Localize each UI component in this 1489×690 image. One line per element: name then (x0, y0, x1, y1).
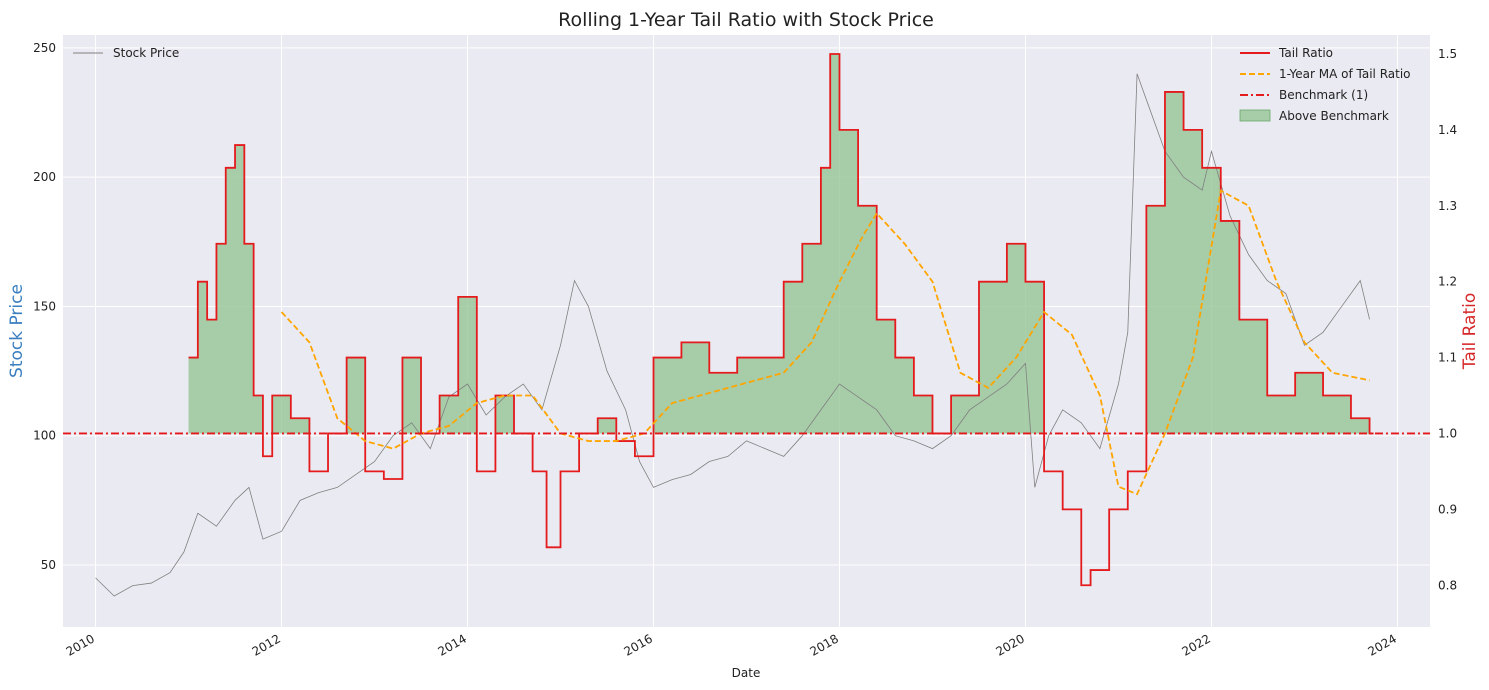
x-tick-label: 2020 (994, 631, 1027, 658)
tail-ratio-series (188, 53, 1374, 587)
x-axis-ticks: 2010 2012 2014 2016 2018 2020 2022 2024 (64, 631, 1399, 658)
tail-ratio-line (188, 53, 1374, 587)
right-tick-label: 1.3 (1438, 199, 1457, 213)
legend-label-ma: 1-Year MA of Tail Ratio (1279, 67, 1411, 81)
right-axis-ticks: 0.8 0.9 1.0 1.1 1.2 1.3 1.4 1.5 (1438, 47, 1457, 592)
ma-line (280, 189, 1370, 496)
stock-price-series (95, 73, 1370, 597)
legend-right: Tail Ratio 1-Year MA of Tail Ratio Bench… (1239, 46, 1411, 123)
right-tick-label: 1.2 (1438, 275, 1457, 289)
legend-label-benchmark: Benchmark (1) (1279, 88, 1368, 102)
x-tick-label: 2016 (622, 631, 655, 658)
legend-left: Stock Price (73, 46, 179, 60)
legend-swatch-fill (1239, 109, 1271, 122)
x-tick-label: 2022 (1180, 631, 1213, 658)
stock-price-line (95, 73, 1370, 597)
right-tick-label: 0.8 (1438, 578, 1457, 592)
left-tick-label: 50 (41, 558, 56, 572)
right-axis-label: Tail Ratio (1460, 293, 1480, 370)
left-tick-label: 150 (33, 299, 56, 313)
x-tick-label: 2010 (64, 631, 97, 658)
chart-title: Rolling 1-Year Tail Ratio with Stock Pri… (558, 9, 934, 31)
x-tick-label: 2018 (808, 631, 841, 658)
right-tick-label: 0.9 (1438, 502, 1457, 516)
left-tick-label: 100 (33, 429, 56, 443)
right-tick-label: 1.5 (1438, 47, 1457, 61)
right-tick-label: 1.4 (1438, 123, 1457, 137)
right-tick-label: 1.0 (1438, 426, 1457, 440)
x-tick-label: 2024 (1365, 631, 1398, 658)
left-axis-label: Stock Price (7, 284, 27, 378)
legend-label-stock: Stock Price (113, 46, 179, 60)
left-tick-label: 200 (33, 170, 56, 184)
x-tick-label: 2012 (250, 631, 283, 658)
x-tick-label: 2014 (436, 631, 469, 658)
ma-series (280, 189, 1370, 496)
left-axis-ticks: 50 100 150 200 250 (33, 41, 56, 572)
left-tick-label: 250 (33, 41, 56, 55)
x-axis-label: Date (732, 666, 761, 680)
right-tick-label: 1.1 (1438, 351, 1457, 365)
legend-label-fill: Above Benchmark (1279, 109, 1389, 123)
legend-label-tail: Tail Ratio (1278, 46, 1333, 60)
